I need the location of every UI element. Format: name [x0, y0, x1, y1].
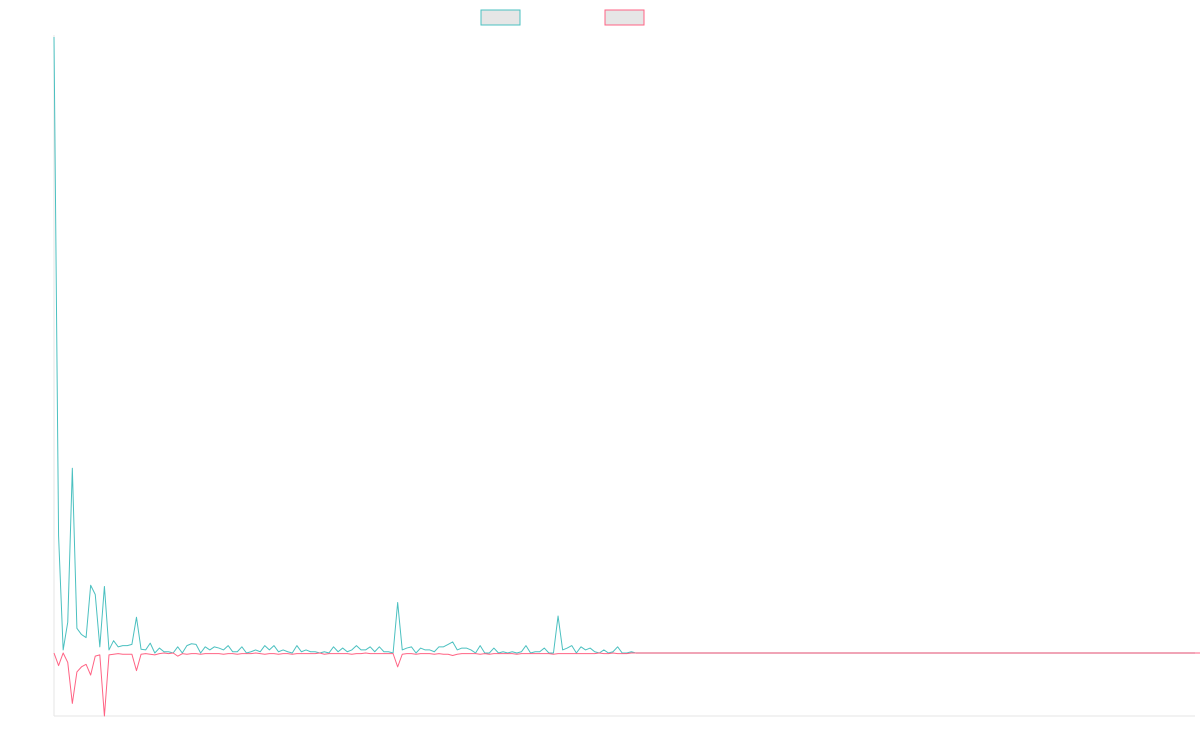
series-line-1	[53, 36, 1200, 654]
plot-area	[53, 36, 1200, 717]
legend-swatch-1	[480, 9, 521, 26]
axes	[53, 35, 1195, 717]
legend-swatch-2	[604, 9, 645, 26]
legend	[480, 9, 645, 26]
series-line-2	[53, 652, 1200, 717]
